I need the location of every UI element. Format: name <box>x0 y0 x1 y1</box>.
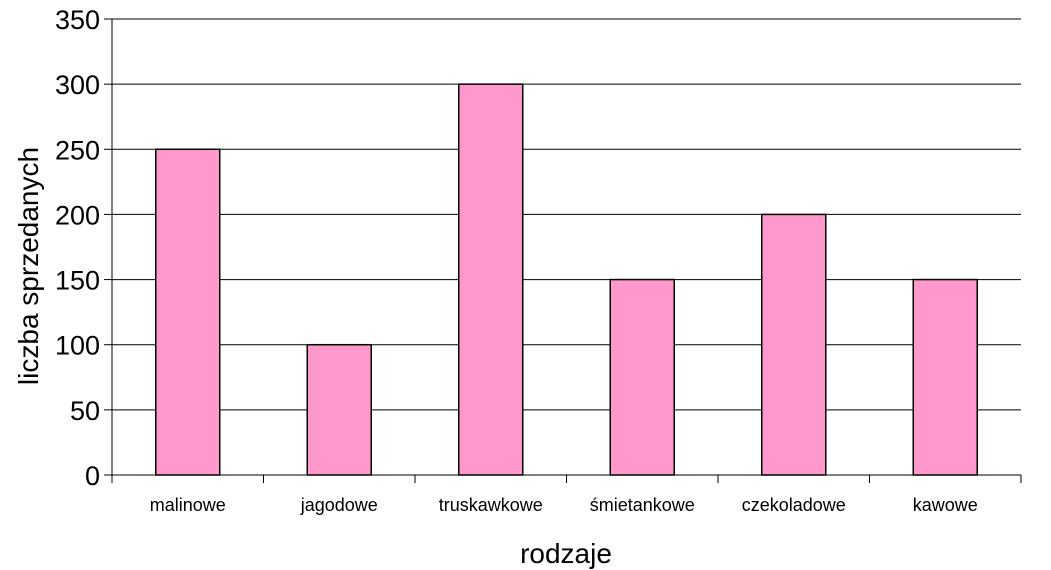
bar-czekoladowe <box>761 213 827 476</box>
x-tick-label: truskawkowe <box>439 495 543 515</box>
bar-truskawkowe <box>458 83 524 476</box>
y-axis-title: liczba sprzedanych <box>13 147 44 385</box>
x-tick-label: czekoladowe <box>742 495 846 515</box>
bar-śmietankowe <box>609 278 675 476</box>
bar-jagodowe <box>306 343 372 476</box>
y-tick-label: 300 <box>55 70 100 100</box>
x-tick-label: śmietankowe <box>590 495 695 515</box>
y-tick-label: 150 <box>55 266 100 296</box>
y-tick-label: 350 <box>55 5 100 35</box>
x-tick-label: jagodowe <box>300 495 378 515</box>
y-tick-label: 250 <box>55 135 100 165</box>
y-tick-label: 50 <box>70 396 100 426</box>
x-tick-label: kawowe <box>913 495 978 515</box>
bars <box>155 83 978 476</box>
x-axis-title: rodzaje <box>520 538 612 569</box>
y-tick-labels: 0 50 100 150 200 250 300 350 <box>55 5 100 491</box>
y-tick-label: 200 <box>55 200 100 230</box>
bar-kawowe <box>912 278 978 476</box>
y-tick-label: 0 <box>85 461 100 491</box>
x-tick-label: malinowe <box>150 495 226 515</box>
axes <box>111 19 1021 476</box>
y-tick-label: 100 <box>55 331 100 361</box>
x-tick-labels: malinowe jagodowe truskawkowe śmietankowe cz… <box>111 475 1022 515</box>
gridlines <box>104 18 1021 476</box>
bar-malinowe <box>155 148 221 476</box>
